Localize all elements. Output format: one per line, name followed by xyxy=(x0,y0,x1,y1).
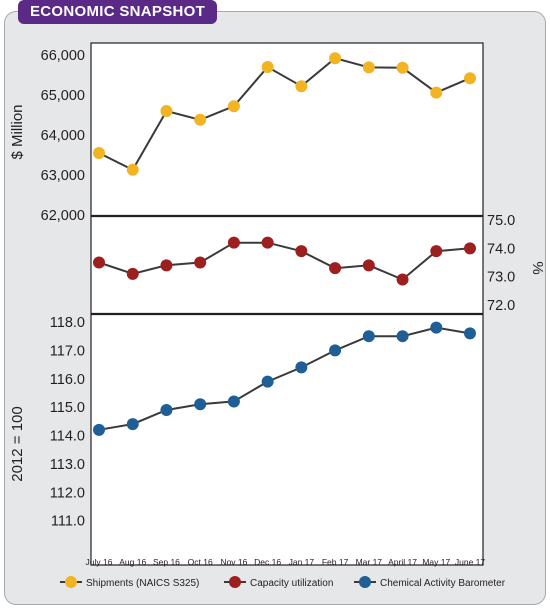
data-point xyxy=(464,242,476,255)
y-tick-label: 65,000 xyxy=(41,88,85,104)
data-point xyxy=(396,273,409,286)
y-tick-label: 64,000 xyxy=(41,128,85,144)
y-axis-label: $ Million xyxy=(9,104,26,159)
data-point xyxy=(329,52,342,65)
data-point xyxy=(194,398,207,411)
data-point xyxy=(396,61,409,74)
data-point xyxy=(126,418,139,431)
x-tick-label: June 17 xyxy=(455,557,486,567)
legend-marker xyxy=(229,576,241,588)
data-point xyxy=(227,236,240,249)
x-tick-label: Jan 17 xyxy=(289,557,315,567)
data-point xyxy=(227,395,240,408)
data-point xyxy=(396,330,409,343)
y-tick-label: 115.0 xyxy=(50,400,85,416)
data-point xyxy=(329,262,342,275)
y-tick-label: 117.0 xyxy=(50,343,85,359)
data-point xyxy=(227,100,240,113)
x-tick-label: Mar 17 xyxy=(356,557,383,567)
legend-label: Capacity utilization xyxy=(250,578,333,589)
y-tick-label: 74.0 xyxy=(487,241,515,257)
data-point xyxy=(464,327,476,340)
y-tick-label: 63,000 xyxy=(41,168,85,184)
data-point xyxy=(329,344,342,357)
legend-label: Chemical Activity Barometer xyxy=(380,578,506,589)
x-tick-label: Aug 16 xyxy=(119,557,146,567)
y-axis-label: % xyxy=(529,261,546,274)
data-point xyxy=(261,236,274,249)
data-point xyxy=(126,267,139,280)
data-point xyxy=(430,245,443,258)
data-point xyxy=(261,61,274,73)
y-tick-label: 111.0 xyxy=(51,514,85,530)
data-point xyxy=(194,256,207,269)
y-tick-label: 73.0 xyxy=(487,270,515,286)
data-point xyxy=(362,330,375,343)
data-point xyxy=(362,259,375,272)
y-tick-label: 66,000 xyxy=(41,48,85,64)
data-point xyxy=(160,403,173,416)
y-tick-label: 112.0 xyxy=(50,485,85,501)
y-axis-label: 2012 = 100 xyxy=(9,406,26,482)
y-tick-label: 113.0 xyxy=(50,457,85,473)
x-tick-label: Dec 16 xyxy=(254,557,281,567)
plot-area xyxy=(90,42,484,566)
data-point xyxy=(464,72,476,85)
data-point xyxy=(430,321,443,334)
data-point xyxy=(93,423,105,436)
legend-marker xyxy=(65,576,77,588)
data-point xyxy=(194,113,207,126)
x-tick-label: May 17 xyxy=(422,557,450,567)
data-point xyxy=(126,163,139,176)
data-point xyxy=(160,105,173,117)
x-tick-label: April 17 xyxy=(388,557,417,567)
y-tick-label: 75.0 xyxy=(487,213,515,229)
y-tick-label: 114.0 xyxy=(50,429,85,445)
y-tick-label: 116.0 xyxy=(50,372,85,388)
data-point xyxy=(295,361,308,374)
data-point xyxy=(261,375,274,388)
x-tick-label: July 16 xyxy=(86,557,113,567)
page-title: ECONOMIC SNAPSHOT xyxy=(18,0,218,24)
x-tick-label: Feb 17 xyxy=(322,557,349,567)
legend-marker xyxy=(359,576,371,588)
legend-label: Shipments (NAICS S325) xyxy=(86,578,199,589)
y-tick-label: 118.0 xyxy=(50,315,85,331)
y-tick-label: 62,000 xyxy=(41,208,85,224)
data-point xyxy=(93,256,105,269)
data-point xyxy=(295,80,308,93)
y-tick-label: 72.0 xyxy=(487,298,515,314)
series-line xyxy=(98,57,471,172)
data-point xyxy=(160,259,173,272)
data-point xyxy=(295,245,308,258)
x-tick-label: Oct 16 xyxy=(188,557,213,567)
data-point xyxy=(93,147,105,159)
x-tick-label: Sep 16 xyxy=(153,557,180,567)
data-point xyxy=(362,61,375,74)
data-point xyxy=(430,86,443,99)
x-tick-label: Nov 16 xyxy=(220,557,247,567)
